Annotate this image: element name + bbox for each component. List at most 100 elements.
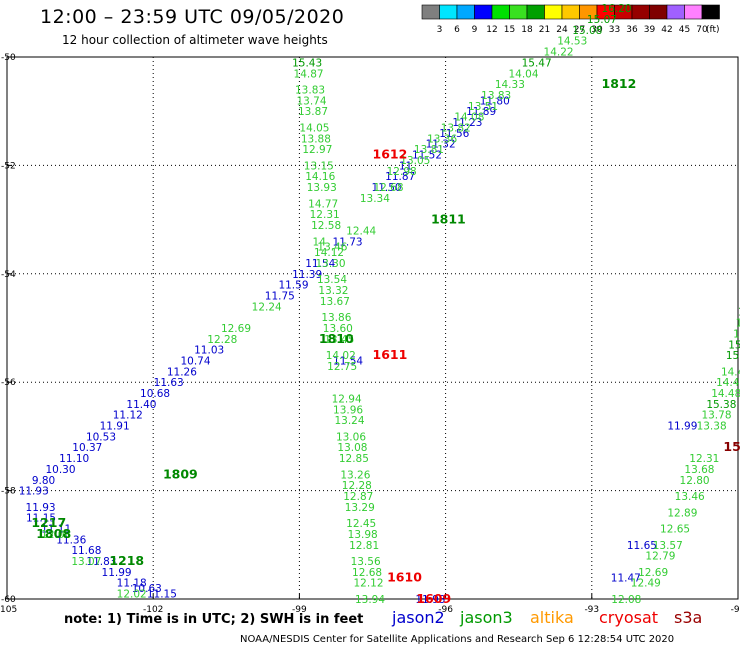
wave-height-label: 11.93 xyxy=(19,486,49,498)
orbit-pass-label: 1612 xyxy=(373,147,408,162)
colorbar-label: 42 xyxy=(661,25,672,35)
wave-height-label: 13.07 xyxy=(71,556,101,568)
wave-height-label: 13.38 xyxy=(697,421,727,433)
wave-height-label: 12.08 xyxy=(41,529,71,541)
colorbar-label: 27 xyxy=(574,25,585,35)
wave-height-label: 13.56 xyxy=(351,556,381,568)
wave-height-label: 10.37 xyxy=(72,442,102,454)
wave-height-label: 11.26 xyxy=(167,366,197,378)
legend-cryosat: cryosat xyxy=(599,608,659,627)
wave-height-label: 12.79 xyxy=(645,551,675,563)
wave-height-label: 14.05 xyxy=(299,122,329,134)
wave-height-label: 13.82 xyxy=(441,122,471,134)
wave-height-label: 13.36 xyxy=(427,133,457,145)
wave-height-label: 13.78 xyxy=(701,410,731,422)
wave-height-label: 13.94 xyxy=(355,594,385,606)
wave-height-label: 14 xyxy=(313,236,327,248)
wave-height-label: 12.80 xyxy=(680,475,710,487)
wave-height-label: 13.67 xyxy=(320,296,350,308)
colorbar-label: 12 xyxy=(486,25,497,35)
wave-height-label: 13.57 xyxy=(653,540,683,552)
colorbar-label: 70 xyxy=(696,25,708,35)
wave-height-label: 11.56 xyxy=(439,128,469,140)
y-tick-label: -56 xyxy=(1,378,16,388)
wave-height-label: 13.83 xyxy=(295,85,325,97)
wave-height-label: 13.81 xyxy=(414,144,444,156)
wave-height-label: 12.68 xyxy=(352,567,382,579)
wave-height-label: 12.65 xyxy=(660,524,690,536)
wave-height-label: 11.99 xyxy=(667,421,697,433)
colorbar-label: 21 xyxy=(539,25,550,35)
x-tick-label: -90 xyxy=(731,605,740,615)
wave-height-label: 11.65 xyxy=(627,540,657,552)
wave-height-label: 13.93 xyxy=(307,182,337,194)
x-tick-label: -99 xyxy=(292,605,307,615)
wave-height-label: 15.47 xyxy=(522,57,552,69)
wave-height-label: 14.33 xyxy=(495,79,525,91)
wave-height-label: 11.36 xyxy=(56,534,86,546)
wave-height-label: 14.77 xyxy=(308,198,338,210)
y-tick-label: -60 xyxy=(1,595,16,605)
wave-height-label: 12.02 xyxy=(117,589,147,601)
wave-height-label: 13.26 xyxy=(340,469,370,481)
wave-height-label: 10.68 xyxy=(140,388,170,400)
wave-height-label: 15.38 xyxy=(706,399,736,411)
wave-height-label: 15.43 xyxy=(292,57,322,69)
colorbar-label: 9 xyxy=(472,25,478,35)
wave-height-label: 11.39 xyxy=(292,269,322,281)
wave-height-label: 12.68 xyxy=(373,182,403,194)
wave-height-label: 11.40 xyxy=(126,399,156,411)
wave-height-label: 12.98 xyxy=(387,166,417,178)
orbit-pass-label: 1610 xyxy=(387,569,422,584)
wave-height-label: 12.12 xyxy=(353,578,383,590)
wave-height-label: 11.15 xyxy=(26,513,56,525)
wave-height-label: 12.81 xyxy=(349,540,379,552)
wave-height-label: 11.68 xyxy=(71,545,101,557)
wave-height-label: 11.54 xyxy=(305,258,335,270)
colorbar-label: 33 xyxy=(609,25,620,35)
wave-height-label: 12.49 xyxy=(631,578,661,590)
wave-height-label: 14.90 xyxy=(736,318,740,330)
colorbar-label: 24 xyxy=(556,25,568,35)
orbit-pass-label: 1811 xyxy=(431,212,466,227)
wave-height-label: 11 xyxy=(399,160,412,172)
wave-height-label: 11.93 xyxy=(415,594,445,606)
wave-height-label: 13.46 xyxy=(317,242,347,254)
wave-height-label: 13.34 xyxy=(360,193,390,205)
wave-height-label: 11.89 xyxy=(466,106,496,118)
wave-height-label: 12.69 xyxy=(221,323,251,335)
orbit-pass-label: 1808 xyxy=(36,526,71,541)
credit-line: NOAA/NESDIS Center for Satellite Applica… xyxy=(240,634,675,645)
wave-height-label: 14.22 xyxy=(544,47,574,59)
colorbar-label: 6 xyxy=(454,25,460,35)
x-tick-label: -102 xyxy=(143,605,163,615)
wave-height-label: 13.05 xyxy=(400,155,430,167)
wave-height-label: 13.30 xyxy=(315,258,345,270)
wave-height-label: 11.50 xyxy=(372,182,402,194)
wave-height-label: 12.75 xyxy=(327,361,357,373)
orbit-pass-label: 1611 xyxy=(373,347,408,362)
wave-height-label: 12.24 xyxy=(252,301,282,313)
colorbar-label: 45 xyxy=(679,25,690,35)
wave-height-label: 14.02 xyxy=(326,350,356,362)
wave-height-label: 13.15 xyxy=(304,160,334,172)
wave-height-label: 14.48 xyxy=(711,388,740,400)
wave-height-label: 11.80 xyxy=(480,95,510,107)
wave-height-label: 13.88 xyxy=(301,133,331,145)
wave-height-label: 12.28 xyxy=(342,480,372,492)
wave-height-label: 12.69 xyxy=(638,567,668,579)
wave-height-label: 15.08 xyxy=(572,25,602,37)
wave-height-label: 14.87 xyxy=(294,68,324,80)
wave-height-label: 13.83 xyxy=(481,90,511,102)
colorbar-unit: (ft) xyxy=(706,25,720,35)
wave-height-label: 15.07 xyxy=(587,14,617,26)
wave-height-label: 13.46 xyxy=(675,491,705,503)
wave-height-label: 11.12 xyxy=(113,410,143,422)
colorbar-label: 15 xyxy=(504,25,515,35)
legend-altika: altika xyxy=(530,608,574,627)
wave-height-label: 11.54 xyxy=(333,356,363,368)
wave-height-label: 10.63 xyxy=(132,583,162,595)
colorbar-label: 36 xyxy=(626,25,638,35)
wave-height-label: 10.74 xyxy=(180,356,210,368)
